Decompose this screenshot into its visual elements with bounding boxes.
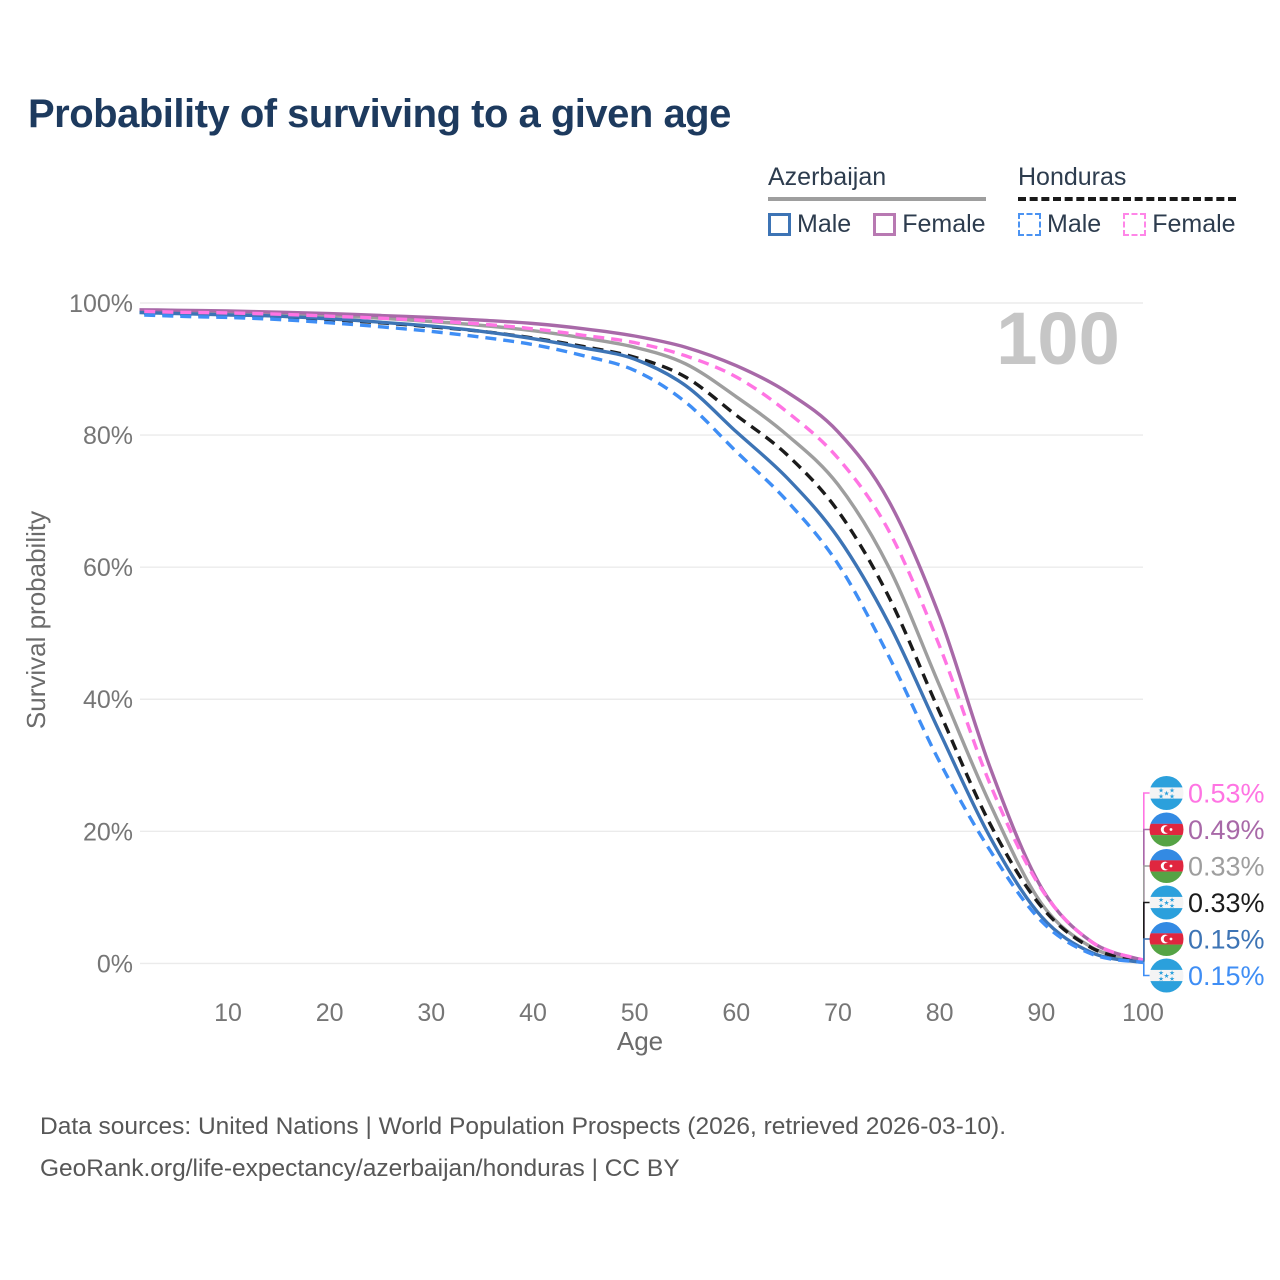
label-connector-honduras-male	[1143, 962, 1151, 977]
x-tick-90: 90	[1027, 999, 1055, 1027]
age-watermark: 100	[996, 297, 1119, 380]
x-tick-20: 20	[316, 999, 344, 1027]
y-tick-0%: 0%	[97, 950, 133, 978]
legend-item-honduras-male[interactable]: Male	[1018, 210, 1101, 239]
y-tick-100%: 100%	[69, 290, 133, 318]
x-tick-50: 50	[621, 999, 649, 1027]
label-connector-honduras-total	[1143, 901, 1151, 962]
page-title: Probability of surviving to a given age	[28, 92, 731, 136]
label-connector-azerbaijan-male	[1143, 938, 1151, 963]
x-tick-70: 70	[824, 999, 852, 1027]
y-tick-80%: 80%	[83, 422, 133, 450]
label-connector-azerbaijan-female	[1143, 828, 1151, 961]
legend-item-honduras-female[interactable]: Female	[1123, 210, 1236, 239]
x-tick-80: 80	[926, 999, 954, 1027]
svg-text:★: ★	[1158, 969, 1164, 977]
legend-item-azerbaijan-female[interactable]: Female	[873, 210, 986, 239]
footer-data-sources: Data sources: United Nations | World Pop…	[40, 1113, 1007, 1140]
label-connector-honduras-female	[1143, 792, 1151, 960]
label-connector-azerbaijan-total	[1143, 865, 1151, 962]
legend-label-azerbaijan-male: Male	[797, 210, 852, 238]
x-tick-100: 100	[1122, 999, 1164, 1027]
legend-country-azerbaijan[interactable]: Azerbaijan	[768, 163, 887, 191]
svg-text:★: ★	[1169, 975, 1175, 983]
legend-label-honduras-female: Female	[1152, 210, 1236, 238]
svg-text:★: ★	[1158, 975, 1164, 983]
honduras-flag-icon: ★ ★★★ ★	[1149, 776, 1184, 810]
end-label-honduras-male: 0.15%	[1188, 961, 1265, 991]
end-label-azerbaijan-male: 0.15%	[1188, 925, 1265, 955]
svg-text:★: ★	[1169, 969, 1175, 977]
legend-group-honduras: Honduras Male Female	[1018, 163, 1236, 239]
svg-text:★: ★	[1169, 902, 1175, 910]
y-axis-label: Survival probability	[21, 511, 51, 729]
azerbaijan-flag-icon	[1149, 812, 1184, 847]
legend-country-honduras[interactable]: Honduras	[1018, 163, 1127, 191]
azerbaijan-flag-icon	[1149, 849, 1184, 883]
legend-label-honduras-male: Male	[1047, 210, 1102, 238]
series-line-honduras-female	[139, 309, 1144, 962]
azerbaijan-flag-icon	[1149, 922, 1184, 956]
legend-label-azerbaijan-female: Female	[902, 210, 986, 238]
svg-text:★: ★	[1164, 790, 1170, 798]
svg-text:★: ★	[1158, 902, 1164, 910]
azerbaijan-male-swatch-icon	[768, 213, 791, 236]
azerbaijan-female-swatch-icon	[873, 213, 897, 236]
end-label-honduras-total: 0.33%	[1188, 888, 1265, 918]
x-tick-30: 30	[417, 999, 445, 1027]
svg-text:★: ★	[1158, 787, 1164, 795]
svg-text:★: ★	[1158, 792, 1164, 800]
svg-text:★: ★	[1169, 792, 1175, 800]
y-tick-20%: 20%	[83, 818, 133, 846]
svg-text:★: ★	[1164, 972, 1170, 980]
footer: Data sources: United Nations | World Pop…	[40, 1106, 1006, 1190]
legend-group-azerbaijan: Azerbaijan Male Female	[768, 163, 986, 239]
x-tick-60: 60	[722, 999, 750, 1027]
end-label-azerbaijan-total: 0.33%	[1188, 852, 1265, 882]
series-line-azerbaijan-female	[139, 308, 1144, 962]
honduras-male-swatch-icon	[1018, 213, 1041, 236]
y-tick-40%: 40%	[83, 686, 133, 714]
svg-text:★: ★	[1158, 896, 1164, 904]
end-label-honduras-female: 0.53%	[1188, 779, 1265, 809]
legend-item-azerbaijan-male[interactable]: Male	[768, 210, 851, 239]
footer-attribution: GeoRank.org/life-expectancy/azerbaijan/h…	[40, 1155, 680, 1182]
svg-text:★: ★	[1164, 899, 1170, 907]
honduras-female-swatch-icon	[1123, 213, 1147, 236]
legend-underline-azerbaijan-solid	[768, 197, 986, 201]
svg-text:★: ★	[1169, 787, 1175, 795]
y-tick-60%: 60%	[83, 554, 133, 582]
series-line-azerbaijan-male	[139, 310, 1144, 965]
honduras-flag-icon: ★ ★★★ ★	[1149, 885, 1184, 920]
x-axis-label: Age	[617, 1026, 663, 1056]
series-line-honduras-male	[139, 313, 1144, 965]
legend-underline-honduras-dashed	[1018, 197, 1236, 201]
series-line-azerbaijan-total	[139, 309, 1144, 963]
series-line-honduras-total	[139, 311, 1144, 963]
end-label-azerbaijan-female: 0.49%	[1188, 815, 1265, 845]
honduras-flag-icon: ★ ★★★ ★	[1149, 958, 1184, 993]
x-tick-10: 10	[214, 999, 242, 1027]
x-tick-40: 40	[519, 999, 547, 1027]
svg-text:★: ★	[1169, 896, 1175, 904]
